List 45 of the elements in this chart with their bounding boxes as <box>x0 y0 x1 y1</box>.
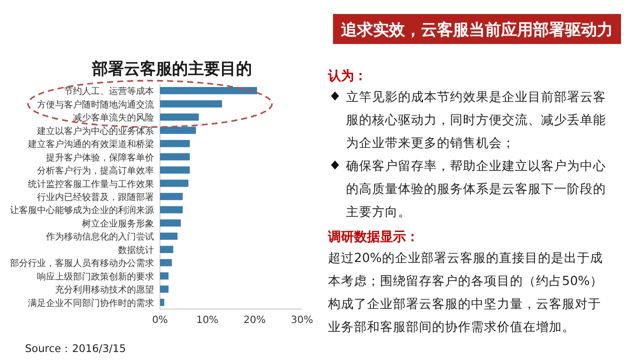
y-tick-label: 部分行业，客服人员有移动办公需求 <box>10 258 154 270</box>
y-tick-label: 分析客户行为，提高订单效率 <box>37 166 154 177</box>
bar <box>160 286 169 293</box>
x-tick-label: 0% <box>152 315 168 326</box>
bar <box>160 87 258 94</box>
x-tick-label: 10% <box>196 315 218 326</box>
y-tick-label: 统计监控客服工作量与工作效果 <box>28 178 154 190</box>
bar <box>160 153 190 160</box>
bar <box>160 192 183 200</box>
text: 确保客户留存率，帮助企业建立以客户为中心的高质量体验的服务体系是云客服下一阶段的主要方向。 <box>345 158 606 219</box>
y-tick-label: 提升客户体验，保障客单价 <box>46 152 154 164</box>
y-tick-label: 节约人工、运营等成本 <box>64 86 154 98</box>
x-tick-label: 20% <box>244 315 266 326</box>
y-tick-label: 数据统计 <box>118 244 154 256</box>
bar <box>160 140 190 148</box>
y-tick-label: 方便与客户随时随地沟通交流 <box>37 99 154 110</box>
text: 超过20%的企业部署云客服的直接目的是出于成本考虑；围绕留存客户的各项目的（约占50%）构成了企业部署云客服的中坚力量，云客服对于业务部和客服部间的协作需求价值在增加。 <box>327 250 603 334</box>
bar <box>160 206 183 214</box>
y-tick-label: 让客服中心能够成为企业的利润来源 <box>10 205 154 216</box>
y-tick-label: 减少客单流失的风险 <box>73 112 154 124</box>
bar <box>160 219 181 227</box>
chart-title: 部署云客服的主要目的 <box>91 59 252 78</box>
x-tick-label: 30% <box>290 315 314 326</box>
bar <box>160 259 172 266</box>
bar <box>160 272 169 280</box>
bar <box>160 232 178 240</box>
bar <box>160 126 196 134</box>
text: 认为： <box>327 69 367 84</box>
bar <box>160 166 190 174</box>
y-tick-label: 作为移动信息化的入门尝试 <box>45 232 154 243</box>
y-tick-label: 满足企业不同部门协作时的需求 <box>28 298 154 309</box>
y-tick-label: 建立客户沟通的有效渠道和桥梁 <box>27 139 154 150</box>
y-tick-label: 响应上级部门政策创新的要求 <box>37 271 154 282</box>
text: 调研数据显示： <box>327 230 419 245</box>
y-tick-label: 充分利用移动技术的愿望 <box>55 284 154 296</box>
bar <box>160 180 188 187</box>
bar <box>160 298 164 306</box>
source-note: Source：2016/3/15 <box>25 343 126 355</box>
text: 追求实效，云客服当前应用部署驱动力 <box>340 20 613 39</box>
y-tick-label: 树立企业服务形象 <box>82 218 154 230</box>
y-tick-label: 行业内已经较普及，跟随部署 <box>37 192 154 203</box>
text: 立竿见影的成本节约效果是企业目前部署云客服的核心驱动力，同时方便交流、减少丢单能为企业带来更多的销售机会； <box>346 89 606 150</box>
bar <box>160 100 222 108</box>
bar <box>160 246 174 254</box>
bar <box>160 113 199 121</box>
